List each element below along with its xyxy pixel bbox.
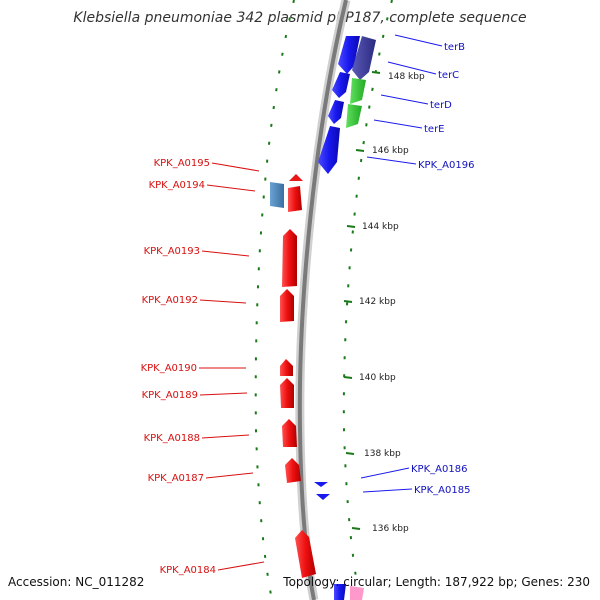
label-KPK_A0192: KPK_A0192 <box>142 295 198 306</box>
scale-label-138: 138 kbp <box>364 449 401 459</box>
scale-label-136: 136 kbp <box>372 524 409 534</box>
gene-KPK_A0185[interactable] <box>316 494 330 500</box>
gene-KPK_A0192[interactable] <box>280 289 294 322</box>
label-KPK_A0188: KPK_A0188 <box>144 433 200 444</box>
gene-KPK_A0188[interactable] <box>282 419 297 447</box>
scale-label-146: 146 kbp <box>372 146 409 156</box>
topology-summary: Topology: circular; Length: 187,922 bp; … <box>282 575 590 589</box>
label-terB: terB <box>444 42 465 53</box>
accession-text: Accession: NC_011282 <box>8 575 144 589</box>
label-terD: terD <box>430 100 452 111</box>
gene-bottom-pink[interactable] <box>350 586 364 600</box>
gene-terD[interactable] <box>350 78 366 104</box>
map-title: Klebsiella pneumoniae 342 plasmid pKP187… <box>73 10 526 26</box>
gene-KPK_A0196[interactable] <box>318 126 340 174</box>
gene-steelblue[interactable] <box>270 182 284 208</box>
label-terE: terE <box>424 124 445 135</box>
label-KPK_A0195: KPK_A0195 <box>154 158 210 169</box>
tick-track-outer <box>254 0 295 600</box>
gene-KPK_A0190[interactable] <box>280 359 293 376</box>
label-KPK_A0189: KPK_A0189 <box>142 390 198 401</box>
scale-label-142: 142 kbp <box>359 297 396 307</box>
label-KPK_A0196: KPK_A0196 <box>418 160 474 171</box>
leader-lines-red <box>199 162 265 571</box>
gene-KPK_A0187[interactable] <box>285 458 301 483</box>
gene-KPK_A0184[interactable] <box>295 530 316 578</box>
major-ticks <box>343 71 381 530</box>
scale-label-140: 140 kbp <box>359 373 396 383</box>
gene-terB[interactable] <box>338 36 360 74</box>
label-terC: terC <box>438 70 459 81</box>
leader-lines-blue <box>360 34 443 493</box>
gene-KPK_A0189[interactable] <box>280 378 294 408</box>
gene-terE[interactable] <box>346 104 362 128</box>
gene-bottom-blue[interactable] <box>334 584 346 600</box>
label-KPK_A0187: KPK_A0187 <box>148 473 204 484</box>
label-KPK_A0193: KPK_A0193 <box>144 246 200 257</box>
gene-terC[interactable] <box>352 36 376 80</box>
gene-KPK_A0186[interactable] <box>314 482 328 487</box>
label-KPK_A0184: KPK_A0184 <box>160 565 216 576</box>
gene-KPK_A0195[interactable] <box>289 174 303 181</box>
reverse-genes <box>270 174 316 578</box>
label-KPK_A0186: KPK_A0186 <box>411 464 467 475</box>
gene-KPK_A0193[interactable] <box>282 229 297 287</box>
gene-ter-small-b[interactable] <box>328 100 344 124</box>
forward-genes <box>314 36 376 600</box>
label-KPK_A0185: KPK_A0185 <box>414 485 470 496</box>
label-KPK_A0190: KPK_A0190 <box>141 363 197 374</box>
gene-ter-small-a[interactable] <box>332 72 350 98</box>
gene-KPK_A0194[interactable] <box>288 186 302 212</box>
scale-label-144: 144 kbp <box>362 222 399 232</box>
label-KPK_A0194: KPK_A0194 <box>149 180 205 191</box>
scale-label-148: 148 kbp <box>388 72 425 82</box>
